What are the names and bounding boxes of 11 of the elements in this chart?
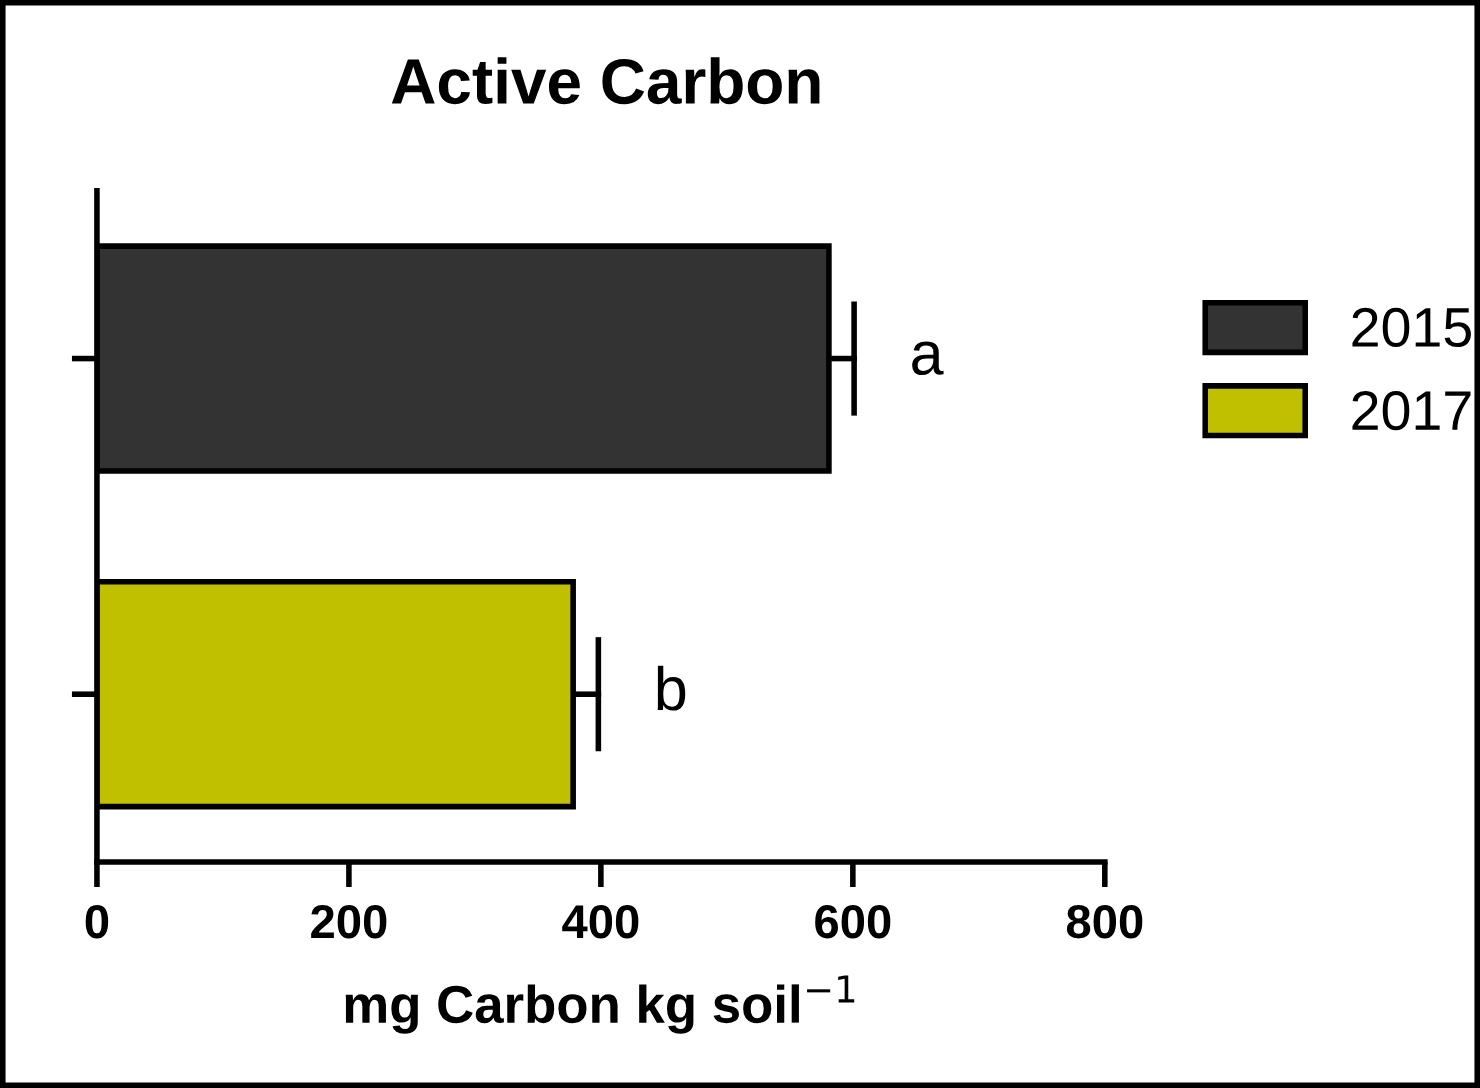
legend-label: 2015 bbox=[1352, 307, 1471, 348]
x-tick-label: 0 bbox=[85, 904, 109, 939]
annotation: a bbox=[912, 341, 944, 375]
x-tick-label: 600 bbox=[815, 904, 891, 939]
x-axis-title: mg Carbon kg soil$^{−1}$ bbox=[345, 975, 855, 1034]
x-tick-label: 800 bbox=[1066, 904, 1143, 939]
legend-label: 2017 bbox=[1352, 390, 1471, 431]
x-tick-label: 400 bbox=[562, 904, 639, 939]
x-tick-label: 200 bbox=[311, 904, 387, 939]
chart-title: Active Carbon bbox=[391, 57, 820, 105]
annotation: b bbox=[657, 665, 686, 711]
